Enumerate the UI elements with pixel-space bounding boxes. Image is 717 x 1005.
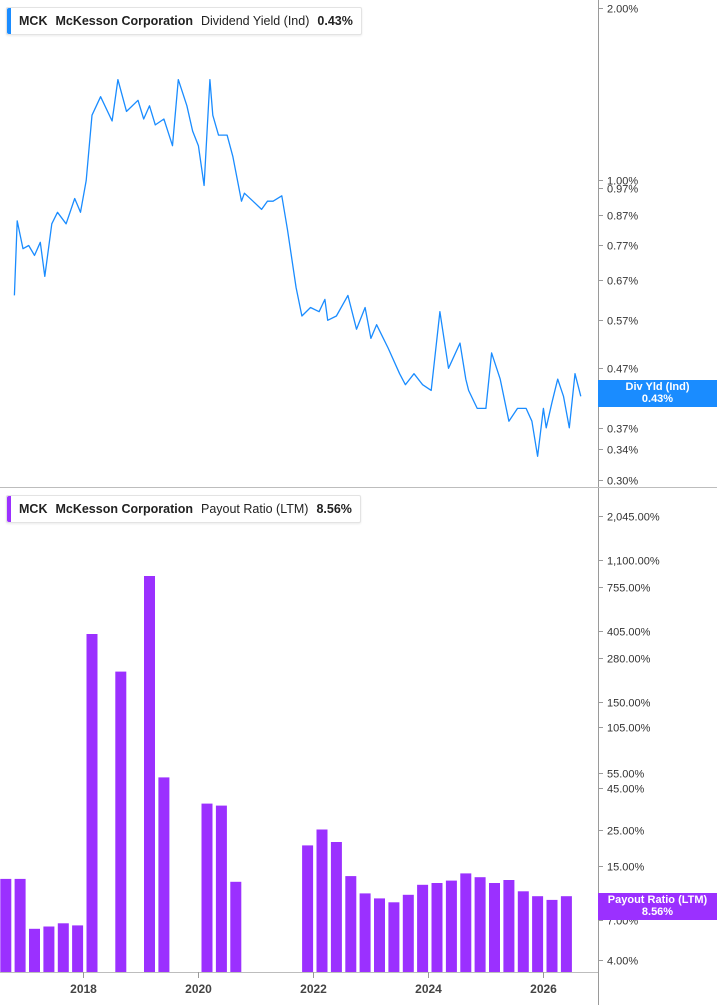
payout-ratio-plot <box>0 576 572 972</box>
y-tick-label: 405.00% <box>607 627 651 639</box>
y-tick-label: 1.00% <box>607 176 638 188</box>
payout-ratio-bar <box>158 777 170 972</box>
payout-ratio-bar <box>72 925 84 972</box>
payout-ratio-bar <box>402 894 414 972</box>
y-tick-label: 0.67% <box>607 276 638 288</box>
legend-ticker: MCK <box>19 502 48 516</box>
payout-ratio-bar <box>144 576 155 972</box>
y-tick-label: 1,100.00% <box>607 556 660 568</box>
payout-ratio-bar <box>374 898 385 972</box>
payout-ratio-bar <box>14 878 26 972</box>
x-tick-label: 2018 <box>70 982 97 996</box>
y-tick-label: 2,045.00% <box>607 512 660 524</box>
y-tick-label: 55.00% <box>607 769 645 781</box>
legend-metric: Payout Ratio (LTM) <box>200 502 309 516</box>
x-tick-label: 2022 <box>300 982 327 996</box>
flag-value: 8.56% <box>641 906 674 918</box>
dividend-yield-plot <box>13 78 582 457</box>
legend-company: McKesson Corporation <box>55 14 193 28</box>
dividend-yield-line <box>13 78 582 457</box>
flag-value: 0.43% <box>641 393 674 405</box>
y-tick-label: 150.00% <box>607 698 651 710</box>
y-tick-label: 2.00% <box>607 4 638 16</box>
payout-ratio-bar <box>359 893 371 972</box>
y-tick-label: 280.00% <box>607 654 651 666</box>
y-tick-label: 105.00% <box>607 723 651 735</box>
payout-ratio-bar <box>460 873 472 972</box>
x-tick-label: 2020 <box>185 982 212 996</box>
y-tick-label: 0.77% <box>607 241 638 253</box>
dividend-yield-value-flag: Div Yld (Ind) 0.43% <box>598 380 717 407</box>
payout-ratio-bar <box>57 923 69 972</box>
y-tick-label: 4.00% <box>607 956 638 968</box>
flag-label: Div Yld (Ind) <box>625 381 690 393</box>
payout-ratio-bar <box>503 880 515 972</box>
payout-ratio-bar <box>546 899 558 972</box>
payout-ratio-bar <box>316 829 328 972</box>
y-tick-label: 0.47% <box>607 364 638 376</box>
payout-ratio-bar <box>517 891 529 972</box>
series-color-swatch <box>7 496 11 522</box>
y-tick-label: 45.00% <box>607 784 645 796</box>
y-tick-label: 0.87% <box>607 211 638 223</box>
payout-ratio-bar <box>230 881 242 972</box>
payout-ratio-bar <box>489 883 500 972</box>
y-tick-label: 755.00% <box>607 583 651 595</box>
y-tick-label: 15.00% <box>607 862 645 874</box>
y-tick-label: 0.97% <box>607 184 638 196</box>
payout-ratio-bar <box>417 884 429 972</box>
payout-ratio-bar <box>388 902 400 972</box>
payout-ratio-bar <box>560 896 572 972</box>
payout-ratio-bar <box>474 877 486 972</box>
y-tick-label: 0.34% <box>607 445 638 457</box>
legend-value: 0.43% <box>317 14 353 28</box>
legend-value: 8.56% <box>316 502 352 516</box>
payout-ratio-bar <box>0 878 12 972</box>
payout-ratio-bar <box>43 926 55 972</box>
x-tick-label: 2026 <box>530 982 557 996</box>
payout-ratio-value-flag: Payout Ratio (LTM) 8.56% <box>598 893 717 920</box>
series-color-swatch <box>7 8 11 34</box>
y-tick-label: 0.57% <box>607 316 638 328</box>
payout-ratio-bar <box>431 883 443 972</box>
dividend-yield-legend[interactable]: MCK McKesson Corporation Dividend Yield … <box>6 7 362 35</box>
payout-ratio-bar <box>215 805 227 972</box>
payout-ratio-bar <box>330 842 342 972</box>
y-tick-label: 0.30% <box>607 476 638 488</box>
payout-ratio-bar <box>302 845 314 972</box>
payout-ratio-bar <box>445 880 457 972</box>
payout-ratio-bar <box>86 634 98 972</box>
payout-ratio-bar <box>532 896 544 972</box>
payout-ratio-bar <box>29 928 40 972</box>
legend-ticker: MCK <box>19 14 48 28</box>
x-tick-label: 2024 <box>415 982 442 996</box>
payout-ratio-bar <box>345 876 357 972</box>
flag-label: Payout Ratio (LTM) <box>607 894 708 906</box>
payout-ratio-legend[interactable]: MCK McKesson Corporation Payout Ratio (L… <box>6 495 361 523</box>
y-tick-label: 25.00% <box>607 826 645 838</box>
legend-metric: Dividend Yield (Ind) <box>200 14 310 28</box>
y-tick-label: 0.37% <box>607 424 638 436</box>
payout-ratio-bar <box>115 671 127 972</box>
legend-company: McKesson Corporation <box>55 502 193 516</box>
payout-ratio-bar <box>201 803 213 972</box>
